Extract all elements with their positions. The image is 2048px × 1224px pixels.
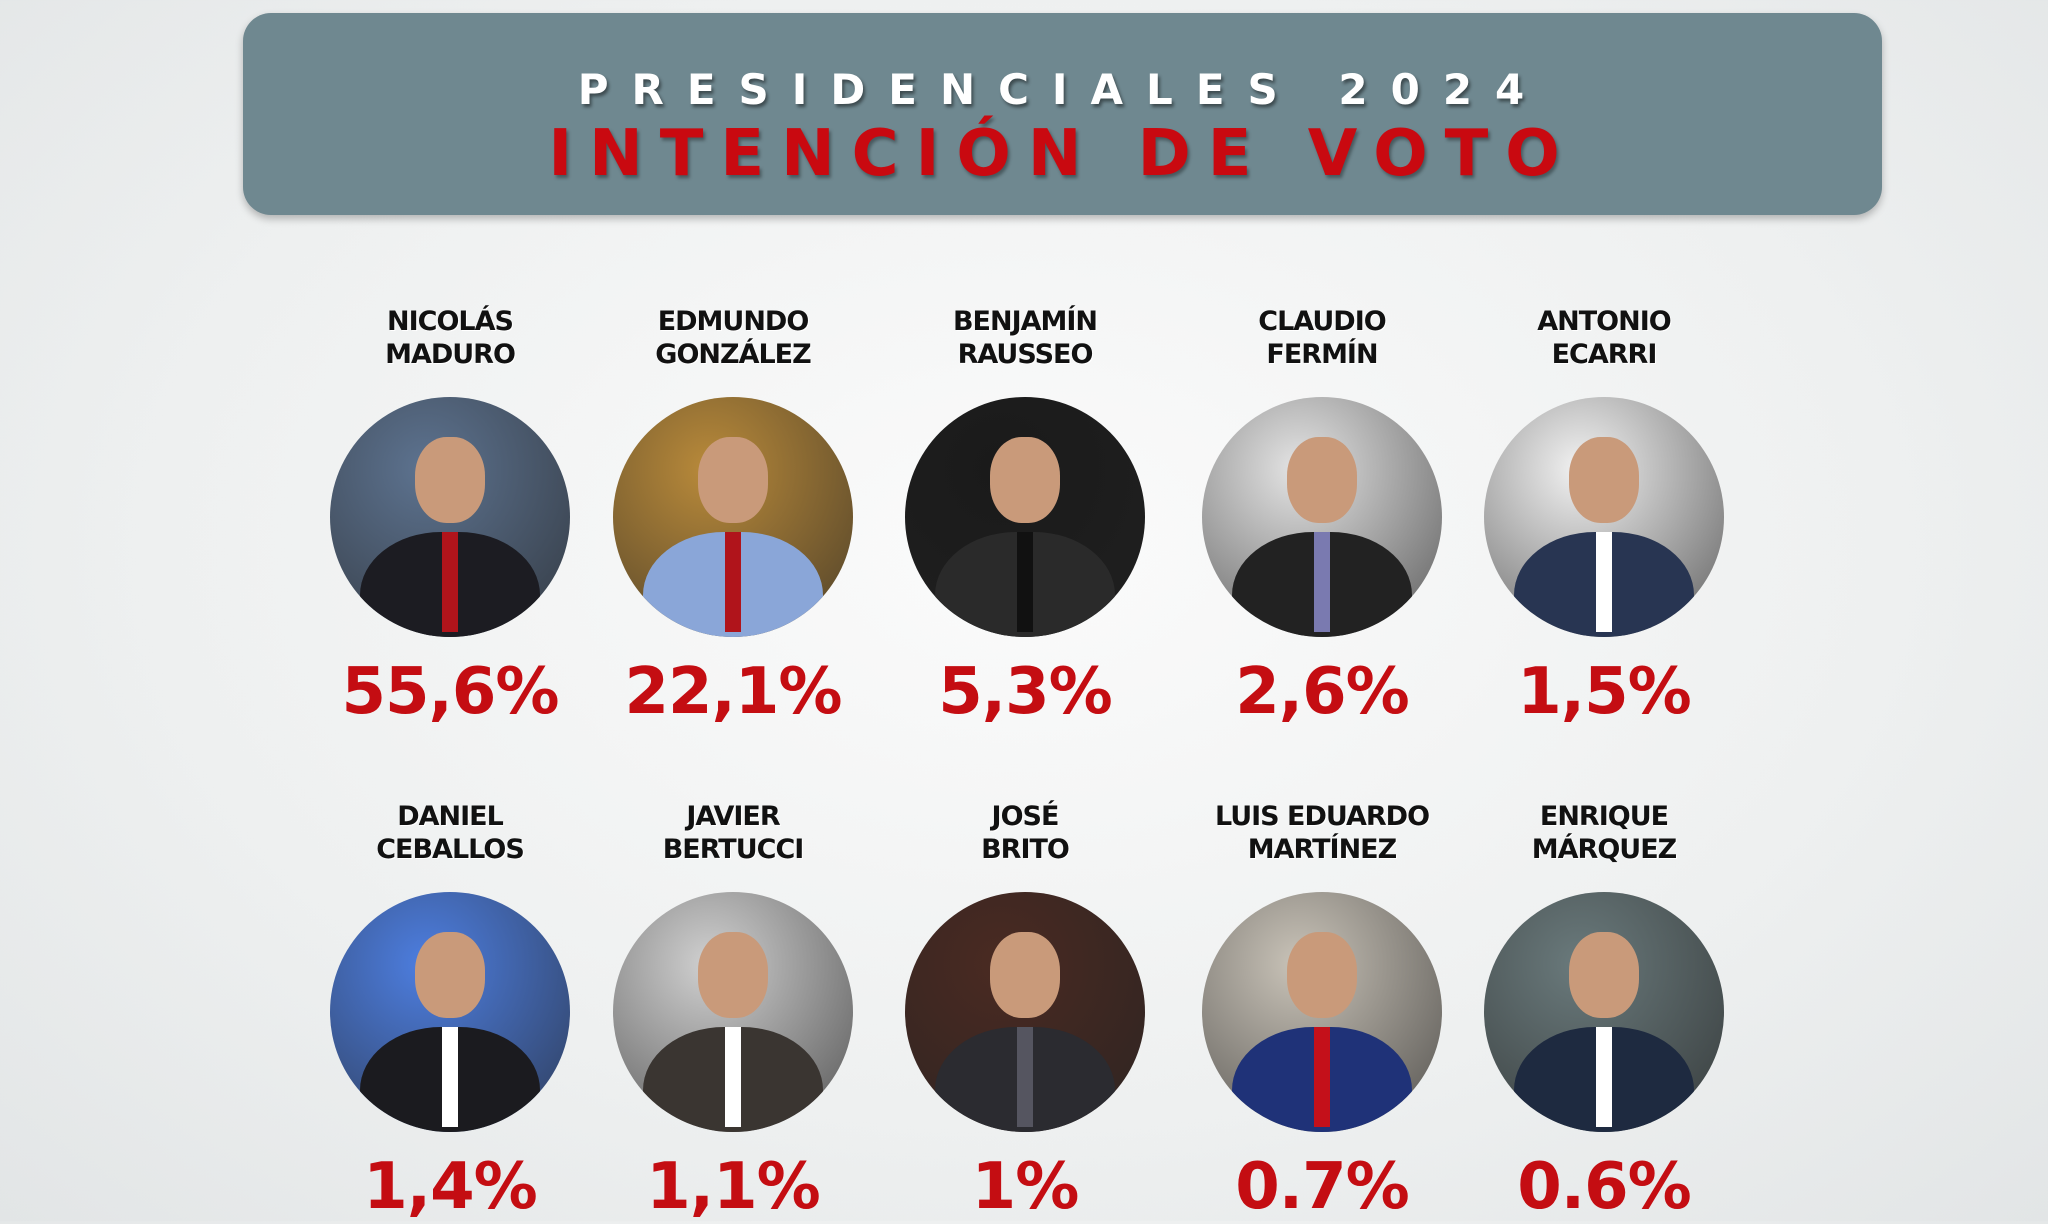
candidate-first-name: LUIS EDUARDO [1214, 801, 1430, 832]
candidate-photo [1202, 892, 1442, 1132]
candidate-first-name: EDMUNDO [657, 306, 810, 337]
candidate-name: JOSÉ BRITO [875, 800, 1175, 870]
candidate-name: NICOLÁS MADURO [300, 305, 600, 375]
candidate-card: BENJAMÍN RAUSSEO 5,3% [875, 305, 1175, 729]
candidate-photo [905, 892, 1145, 1132]
candidate-last-name: BRITO [981, 834, 1070, 865]
candidate-photo [330, 397, 570, 637]
candidate-photo [1484, 397, 1724, 637]
candidate-last-name: MÁRQUEZ [1531, 834, 1677, 865]
candidate-name: JAVIER BERTUCCI [583, 800, 883, 870]
candidate-card: CLAUDIO FERMÍN 2,6% [1172, 305, 1472, 729]
vote-percentage: 22,1% [624, 655, 842, 729]
vote-percentage: 1,5% [1517, 655, 1692, 729]
candidate-card: DANIEL CEBALLOS 1,4% [300, 800, 600, 1224]
candidate-last-name: FERMÍN [1266, 339, 1378, 370]
candidate-card: JAVIER BERTUCCI 1,1% [583, 800, 883, 1224]
candidate-last-name: MADURO [385, 339, 516, 370]
vote-percentage: 1,4% [363, 1150, 538, 1224]
vote-percentage: 1% [971, 1150, 1080, 1224]
candidate-first-name: ANTONIO [1537, 306, 1671, 337]
candidate-first-name: DANIEL [397, 801, 504, 832]
candidate-card: LUIS EDUARDO MARTÍNEZ 0.7% [1172, 800, 1472, 1224]
candidate-first-name: JAVIER [686, 801, 780, 832]
candidate-name: LUIS EDUARDO MARTÍNEZ [1172, 800, 1472, 870]
candidate-name: DANIEL CEBALLOS [300, 800, 600, 870]
vote-percentage: 55,6% [341, 655, 559, 729]
candidate-card: ANTONIO ECARRI 1,5% [1454, 305, 1754, 729]
candidate-card: JOSÉ BRITO 1% [875, 800, 1175, 1224]
banner-subtitle: PRESIDENCIALES 2024 [577, 65, 1548, 114]
candidate-name: ANTONIO ECARRI [1454, 305, 1754, 375]
candidate-card: ENRIQUE MÁRQUEZ 0.6% [1454, 800, 1754, 1224]
vote-percentage: 1,1% [646, 1150, 821, 1224]
candidate-name: BENJAMÍN RAUSSEO [875, 305, 1175, 375]
candidate-photo [905, 397, 1145, 637]
candidate-last-name: CEBALLOS [376, 834, 525, 865]
vote-percentage: 5,3% [938, 655, 1113, 729]
candidate-name: EDMUNDO GONZÁLEZ [583, 305, 883, 375]
vote-percentage: 0.7% [1235, 1150, 1410, 1224]
vote-percentage: 2,6% [1235, 655, 1410, 729]
candidate-photo [1484, 892, 1724, 1132]
candidate-photo [613, 397, 853, 637]
candidate-last-name: RAUSSEO [957, 339, 1094, 370]
candidate-name: ENRIQUE MÁRQUEZ [1454, 800, 1754, 870]
candidate-last-name: BERTUCCI [662, 834, 805, 865]
candidate-card: EDMUNDO GONZÁLEZ 22,1% [583, 305, 883, 729]
title-banner: PRESIDENCIALES 2024 INTENCIÓN DE VOTO [243, 13, 1882, 215]
banner-title: INTENCIÓN DE VOTO [548, 117, 1577, 191]
candidate-first-name: NICOLÁS [387, 306, 514, 337]
candidate-last-name: GONZÁLEZ [655, 339, 811, 370]
candidate-photo [613, 892, 853, 1132]
candidate-card: NICOLÁS MADURO 55,6% [300, 305, 600, 729]
candidate-first-name: JOSÉ [991, 801, 1060, 832]
candidate-first-name: CLAUDIO [1258, 306, 1386, 337]
candidate-name: CLAUDIO FERMÍN [1172, 305, 1472, 375]
candidate-first-name: ENRIQUE [1539, 801, 1669, 832]
vote-percentage: 0.6% [1517, 1150, 1692, 1224]
candidate-photo [330, 892, 570, 1132]
candidate-last-name: ECARRI [1551, 339, 1658, 370]
candidate-first-name: BENJAMÍN [952, 306, 1098, 337]
candidate-photo [1202, 397, 1442, 637]
candidate-last-name: MARTÍNEZ [1247, 834, 1397, 865]
